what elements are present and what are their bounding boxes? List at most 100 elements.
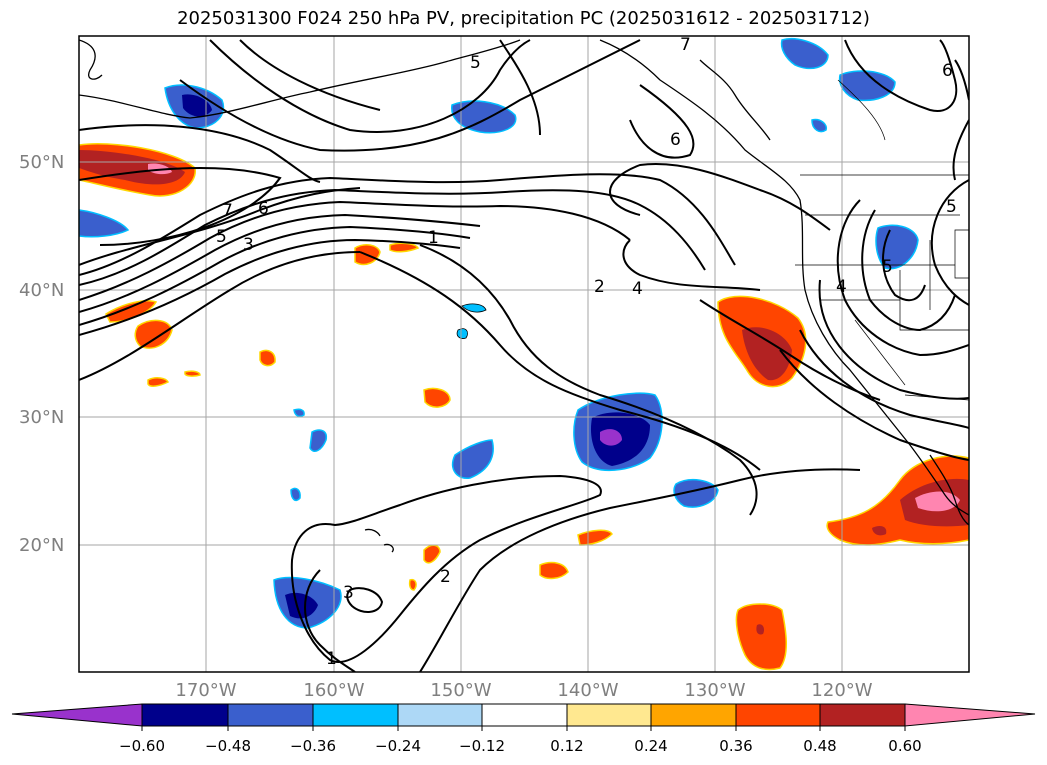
pv-contour-line xyxy=(844,39,958,112)
contour-label: 5 xyxy=(882,257,893,277)
contour-label: 1 xyxy=(326,649,337,669)
precip-negative-core xyxy=(285,592,318,619)
contour-label: 4 xyxy=(836,277,847,297)
lat-label-40n: 40°N xyxy=(19,280,65,301)
precip-negative-area xyxy=(309,429,328,452)
contour-label: 6 xyxy=(258,199,269,219)
contour-label: 5 xyxy=(946,197,957,217)
pv-contour-line xyxy=(346,587,384,613)
contour-label: 2 xyxy=(440,567,451,587)
pv-contour-line xyxy=(79,167,282,246)
precip-positive-area xyxy=(539,561,569,580)
pv-contour-line xyxy=(952,119,969,181)
colorbar-tick-label: −0.48 xyxy=(205,737,251,755)
pv-contour-line xyxy=(79,238,461,336)
lon-label-160w: 160°W xyxy=(303,680,365,701)
pv-contour-line xyxy=(622,239,761,291)
pv-contour-line xyxy=(79,251,361,381)
contour-label: 3 xyxy=(343,583,354,603)
colorbar-tick-label: −0.12 xyxy=(459,737,505,755)
pv-contour-line xyxy=(499,39,541,136)
lat-label-20n: 20°N xyxy=(19,535,65,556)
state-borders xyxy=(795,79,969,401)
pv-contour-line xyxy=(359,251,761,471)
precip-negative-core xyxy=(182,94,212,117)
contour-label: 1 xyxy=(428,228,439,248)
map-frame xyxy=(78,35,970,673)
precip-negative-area xyxy=(456,328,468,339)
precip-negative-area xyxy=(451,439,494,479)
precip-negative-area xyxy=(290,487,301,502)
colorbar-extend-high xyxy=(904,703,1036,727)
pv-contour-line xyxy=(882,229,926,302)
coastlines xyxy=(79,39,969,553)
colorbar-tick-label: −0.36 xyxy=(290,737,336,755)
pv-contour-line xyxy=(799,329,969,429)
pv-contour-line xyxy=(209,39,531,133)
contour-label: 7 xyxy=(680,35,691,55)
pv-contours xyxy=(79,39,969,672)
lat-label-50n: 50°N xyxy=(19,152,65,173)
pv-contour-line xyxy=(79,213,481,313)
colorbar-tick-label: −0.24 xyxy=(375,737,421,755)
pv-contour-line xyxy=(304,569,356,672)
precip-positive-core xyxy=(872,526,887,536)
contour-label: 5 xyxy=(216,227,227,247)
contour-label: 2 xyxy=(594,277,605,297)
contour-label: 7 xyxy=(222,201,233,221)
pv-contour-line xyxy=(930,179,969,306)
pv-contour-line xyxy=(954,59,969,101)
pv-contour-line xyxy=(609,163,831,231)
lat-label-30n: 30°N xyxy=(19,407,65,428)
pv-contour-line xyxy=(79,124,321,183)
pv-contour-line xyxy=(629,84,695,159)
pv-contour-line xyxy=(419,244,758,516)
pv-contour-line xyxy=(239,39,381,111)
colorbar-tick-label: 0.36 xyxy=(719,737,753,755)
precip-positive-area xyxy=(423,544,441,564)
precip-positive-core xyxy=(756,624,765,635)
precip-negative-area xyxy=(838,70,896,102)
lon-label-140w: 140°W xyxy=(557,680,619,701)
pv-contour-line xyxy=(861,209,956,332)
contour-label: 5 xyxy=(470,53,481,73)
colorbar-tick-label: 0.60 xyxy=(888,737,922,755)
pv-contour-line xyxy=(79,187,361,266)
pv-contour-line xyxy=(79,173,736,276)
pv-contour-line xyxy=(836,199,969,357)
pv-contour-line xyxy=(818,279,969,400)
precip-negative-area xyxy=(293,408,305,418)
precip-negative-area xyxy=(451,100,517,134)
colorbar-tick-label: 0.48 xyxy=(803,737,837,755)
map-title: 2025031300 F024 250 hPa PV, precipitatio… xyxy=(177,8,870,29)
pv-contour-line xyxy=(419,468,861,672)
precip-positive-area xyxy=(389,242,420,253)
colorbar-tick-label: −0.60 xyxy=(119,737,165,755)
precip-positive-area xyxy=(423,387,451,408)
precip-positive-area xyxy=(408,578,417,591)
precip-positive-area xyxy=(184,370,201,377)
precip-positive-area xyxy=(147,377,170,387)
precip-negative-core xyxy=(600,429,622,446)
precip-positive-area xyxy=(577,529,613,546)
pv-contour-labels: 5 6 7 7 6 5 3 1 2 4 6 5 4 5 2 3 1 xyxy=(216,35,957,669)
pv-contour-line xyxy=(179,39,641,152)
precip-positive-area xyxy=(134,319,173,349)
contour-label: 4 xyxy=(632,279,643,299)
precip-max-core xyxy=(915,491,960,512)
pv-contour-line xyxy=(779,349,969,461)
precip-negative-area xyxy=(461,303,487,313)
lon-label-130w: 130°W xyxy=(684,680,746,701)
lon-label-120w: 120°W xyxy=(811,680,873,701)
pv-contour-line xyxy=(290,474,602,663)
contour-label: 3 xyxy=(243,235,254,255)
colorbar-tick-label: 0.12 xyxy=(550,737,584,755)
lon-label-150w: 150°W xyxy=(430,680,492,701)
map-gridlines xyxy=(79,36,969,672)
precip-negative-area xyxy=(79,209,130,238)
colorbar xyxy=(11,703,1036,731)
precip-positive-area xyxy=(735,603,787,671)
precip-positive-core xyxy=(742,327,792,381)
precip-negative-area xyxy=(780,38,829,70)
